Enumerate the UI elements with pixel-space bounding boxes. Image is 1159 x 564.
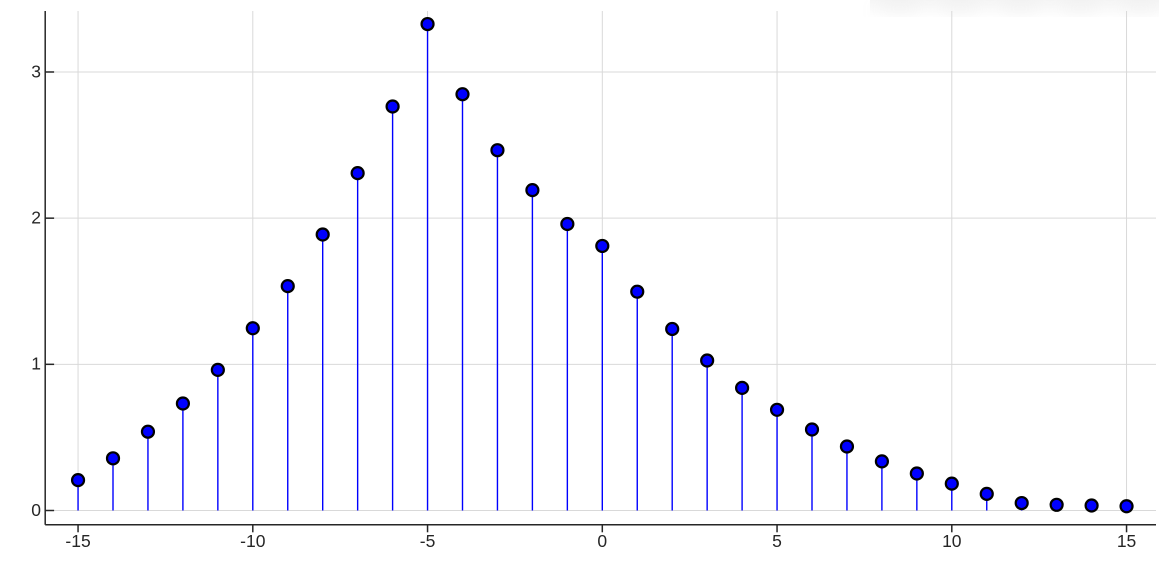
svg-text:-5: -5 <box>420 531 436 551</box>
svg-text:1: 1 <box>31 354 41 374</box>
svg-text:5: 5 <box>772 531 782 551</box>
svg-text:0: 0 <box>31 500 41 520</box>
svg-text:15: 15 <box>1117 531 1136 551</box>
svg-text:0: 0 <box>597 531 607 551</box>
svg-text:3: 3 <box>31 61 41 81</box>
svg-text:-15: -15 <box>65 531 90 551</box>
svg-text:2: 2 <box>31 207 41 227</box>
svg-text:10: 10 <box>942 531 962 551</box>
svg-text:-10: -10 <box>240 531 266 551</box>
